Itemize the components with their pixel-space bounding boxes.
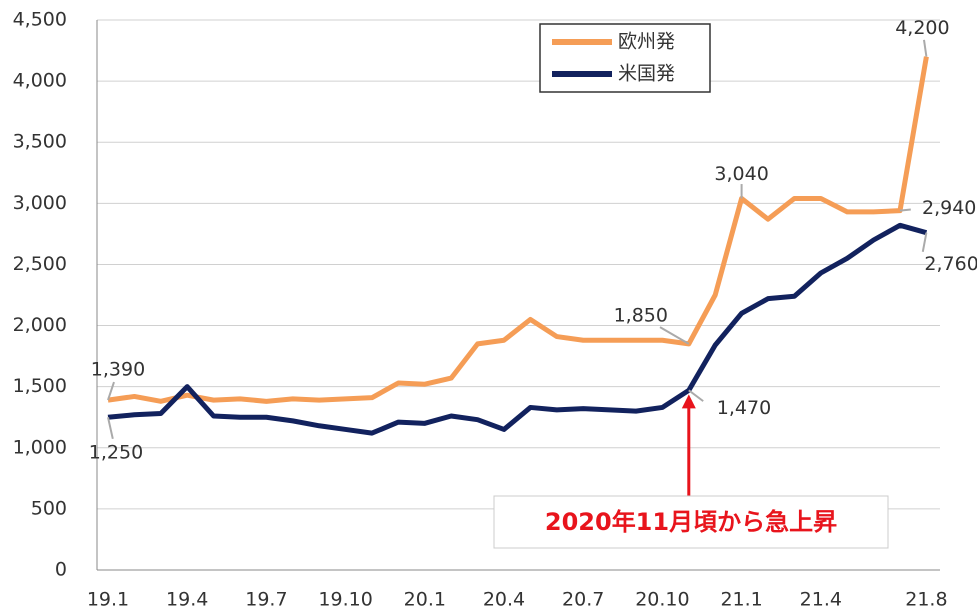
label-leader (107, 417, 114, 440)
y-tick-label: 4,000 (13, 70, 67, 92)
x-tick-label: 19.7 (245, 589, 287, 611)
y-tick-label: 2,500 (13, 253, 67, 275)
y-tick-label: 0 (55, 559, 67, 581)
data-label: 1,390 (91, 359, 145, 381)
y-tick-label: 1,000 (13, 436, 67, 458)
y-tick-label: 500 (31, 497, 67, 519)
x-tick-label: 20.1 (404, 589, 446, 611)
data-label: 1,470 (717, 397, 771, 419)
data-label: 3,040 (714, 163, 768, 185)
data-label: 4,200 (895, 17, 949, 39)
label-leader (107, 381, 115, 401)
x-tick-label: 19.4 (166, 589, 208, 611)
x-tick-label: 19.10 (318, 589, 372, 611)
x-tick-label: 20.7 (562, 589, 604, 611)
legend-label: 欧州発 (618, 31, 675, 53)
data-label: 1,850 (614, 304, 668, 326)
legend-box (539, 23, 711, 93)
x-tick-label: 21.4 (800, 589, 842, 611)
label-leader (659, 326, 690, 345)
label-leader (688, 389, 704, 402)
label-leader (923, 39, 928, 57)
legend-label: 米国発 (618, 63, 675, 85)
x-tick-label: 21.8 (905, 589, 947, 611)
label-leader (899, 208, 911, 212)
data-label: 1,250 (89, 442, 143, 464)
annotation-box (493, 495, 889, 549)
data-label: 2,760 (924, 253, 977, 275)
x-tick-label: 20.4 (483, 589, 525, 611)
annotation-text: 2020年11月頃から急上昇 (545, 508, 837, 536)
annotation-arrowhead (681, 394, 696, 409)
x-tick-label: 20.10 (635, 589, 689, 611)
y-tick-label: 1,500 (13, 375, 67, 397)
x-tick-label: 21.1 (720, 589, 762, 611)
label-leader (921, 232, 928, 253)
line-series (107, 222, 928, 436)
data-label: 2,940 (922, 197, 976, 219)
x-tick-label: 19.1 (87, 589, 129, 611)
y-tick-label: 4,500 (13, 9, 67, 31)
y-tick-label: 3,000 (13, 192, 67, 214)
line-series (107, 56, 929, 404)
y-tick-label: 2,000 (13, 314, 67, 336)
y-tick-label: 3,500 (13, 131, 67, 153)
